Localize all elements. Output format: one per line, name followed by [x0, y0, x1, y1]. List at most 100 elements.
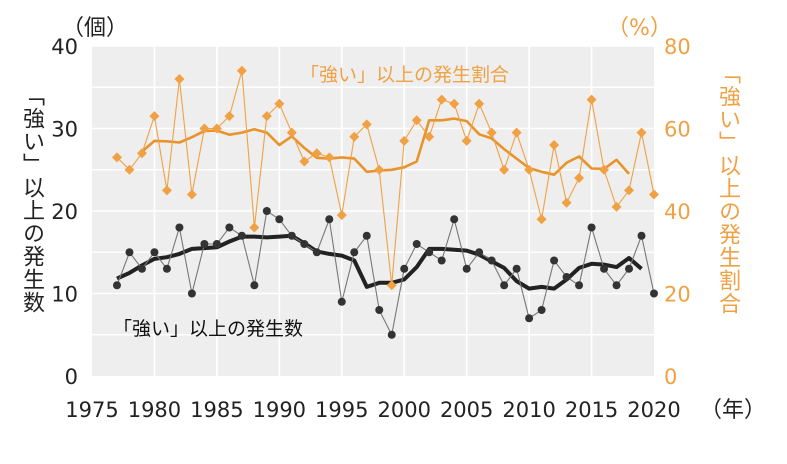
ratio-point	[374, 164, 385, 175]
ratio-point	[586, 94, 597, 105]
x-tick-label: 1995	[315, 398, 368, 422]
ratio-point	[386, 280, 397, 291]
ratio-point	[486, 127, 497, 138]
count-point	[137, 264, 146, 273]
count-point	[225, 223, 234, 232]
count-point	[325, 215, 334, 224]
ratio-point	[599, 164, 610, 175]
count-point	[262, 207, 271, 215]
count-point	[412, 240, 421, 248]
right-axis-unit: （%）	[607, 16, 672, 41]
ratio-point	[349, 131, 360, 142]
count-point	[162, 264, 171, 273]
ratio-point	[199, 123, 210, 134]
ratio-point	[361, 119, 372, 130]
count-point	[187, 289, 196, 298]
count-point	[250, 281, 259, 290]
ratio-point	[474, 98, 485, 109]
count-series-label: 「強い」以上の発生数	[113, 318, 303, 340]
x-tick-label: 2000	[377, 398, 430, 422]
right-tick-label: 60	[664, 118, 691, 142]
ratio-point	[324, 152, 335, 163]
count-point	[387, 330, 396, 339]
x-tick-label: 2020	[627, 398, 680, 422]
left-axis-unit: （個）	[62, 16, 129, 41]
ratio-point	[624, 185, 635, 196]
count-point	[500, 281, 509, 290]
ratio-trend-layer	[141, 117, 630, 176]
count-point	[375, 306, 384, 314]
count-point	[525, 314, 534, 323]
ratio-point	[211, 123, 222, 134]
ratio-point	[224, 111, 235, 122]
right-tick-label: 20	[664, 283, 691, 307]
count-point	[487, 256, 496, 265]
count-point	[475, 248, 484, 257]
count-point	[212, 240, 221, 248]
ratio-point	[311, 148, 322, 159]
count-point	[450, 215, 459, 224]
count-point	[612, 281, 621, 290]
ratio-point	[111, 152, 122, 163]
ratio-point	[411, 115, 422, 126]
count-trend-layer	[116, 233, 643, 291]
count-point	[562, 273, 571, 281]
left-tick-label: 40	[51, 35, 78, 59]
x-tick-label: 1980	[128, 398, 181, 422]
ratio-point	[536, 214, 547, 225]
ratio-point	[574, 173, 585, 183]
count-point	[650, 289, 658, 298]
count-point	[462, 264, 471, 273]
x-tick-label: 2010	[502, 398, 555, 422]
ratio-point	[261, 111, 272, 122]
count-point	[150, 248, 159, 257]
ratio-point	[549, 140, 560, 150]
ratio-series-layer	[111, 65, 659, 291]
count-point	[600, 264, 609, 273]
ratio-point	[399, 135, 410, 146]
ratio-point	[424, 131, 435, 142]
ratio-point	[299, 156, 310, 167]
right-tick-label: 80	[664, 35, 691, 59]
count-point	[537, 306, 546, 314]
ratio-point	[636, 127, 647, 138]
ratio-point	[524, 164, 535, 175]
count-point	[400, 264, 409, 273]
ratio-point	[499, 164, 510, 175]
left-tick-label: 0	[65, 365, 78, 389]
ratio-point	[561, 197, 572, 208]
left-axis-ticks: 0 10 20 30 40	[51, 35, 78, 389]
ratio-point	[461, 135, 472, 146]
count-point	[275, 215, 284, 224]
ratio-point	[286, 127, 297, 138]
right-tick-label: 40	[664, 200, 691, 224]
left-tick-label: 30	[51, 118, 78, 142]
x-axis-unit: （年）	[700, 398, 767, 423]
count-point	[200, 240, 209, 248]
x-tick-label: 1975	[65, 398, 118, 422]
x-tick-label: 1985	[190, 398, 243, 422]
count-point	[312, 248, 321, 257]
left-axis-label: 「強い」以上の発生数	[19, 84, 44, 314]
ratio-point	[611, 201, 622, 212]
ratio-point	[449, 98, 460, 109]
count-point	[625, 264, 634, 273]
ratio-point	[161, 185, 172, 196]
count-point	[637, 231, 646, 240]
count-point	[112, 281, 121, 290]
count-point	[175, 223, 184, 232]
ratio-point	[174, 74, 185, 84]
right-axis-label: 「強い」以上の発生割合	[715, 62, 740, 315]
count-point	[287, 231, 296, 240]
ratio-point	[249, 222, 260, 233]
ratio-series-label: 「強い」以上の発生割合	[300, 64, 509, 86]
x-tick-label: 2005	[440, 398, 493, 422]
ratio-point	[336, 210, 347, 221]
count-series-layer	[112, 207, 658, 339]
right-axis-ticks: 0 20 40 60 80	[664, 35, 691, 389]
ratio-point	[436, 94, 447, 105]
x-axis-ticks: 1975 1980 1985 1990 1995 2000 2005 2010 2015 2020	[65, 398, 680, 422]
count-point	[575, 281, 584, 290]
count-point	[437, 256, 446, 265]
